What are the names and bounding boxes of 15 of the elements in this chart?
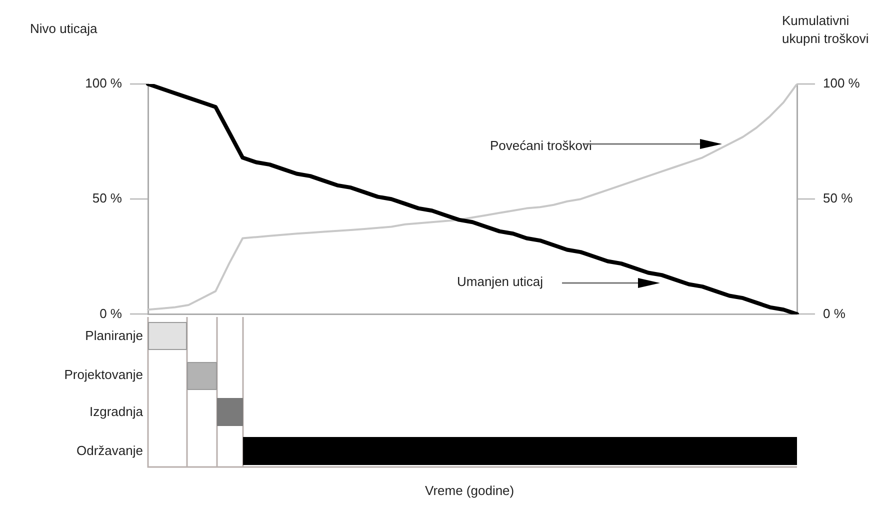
annotation: Povećani troškovi [490,137,592,155]
y2-tick-label: 100 % [823,76,860,91]
text: Projektovanje [64,366,143,384]
text: Održavanje [76,442,143,460]
y-tick-label: 0 % [100,306,122,321]
y-tick-label: 50 % [92,190,122,206]
text: Izgradnja [90,403,143,421]
y2-tick-label: 0 % [823,306,846,321]
text: Planiranje [85,327,143,345]
y2-tick-label: 50 % [823,190,854,206]
text: Vreme (godine) [425,482,514,500]
y-tick-label: 100 % [85,76,122,91]
y2-axis-title: Kumulativni ukupni troškovi [782,12,870,48]
y-axis-title: Nivo uticaja [30,20,98,38]
annotation: Umanjen uticaj [457,273,543,291]
